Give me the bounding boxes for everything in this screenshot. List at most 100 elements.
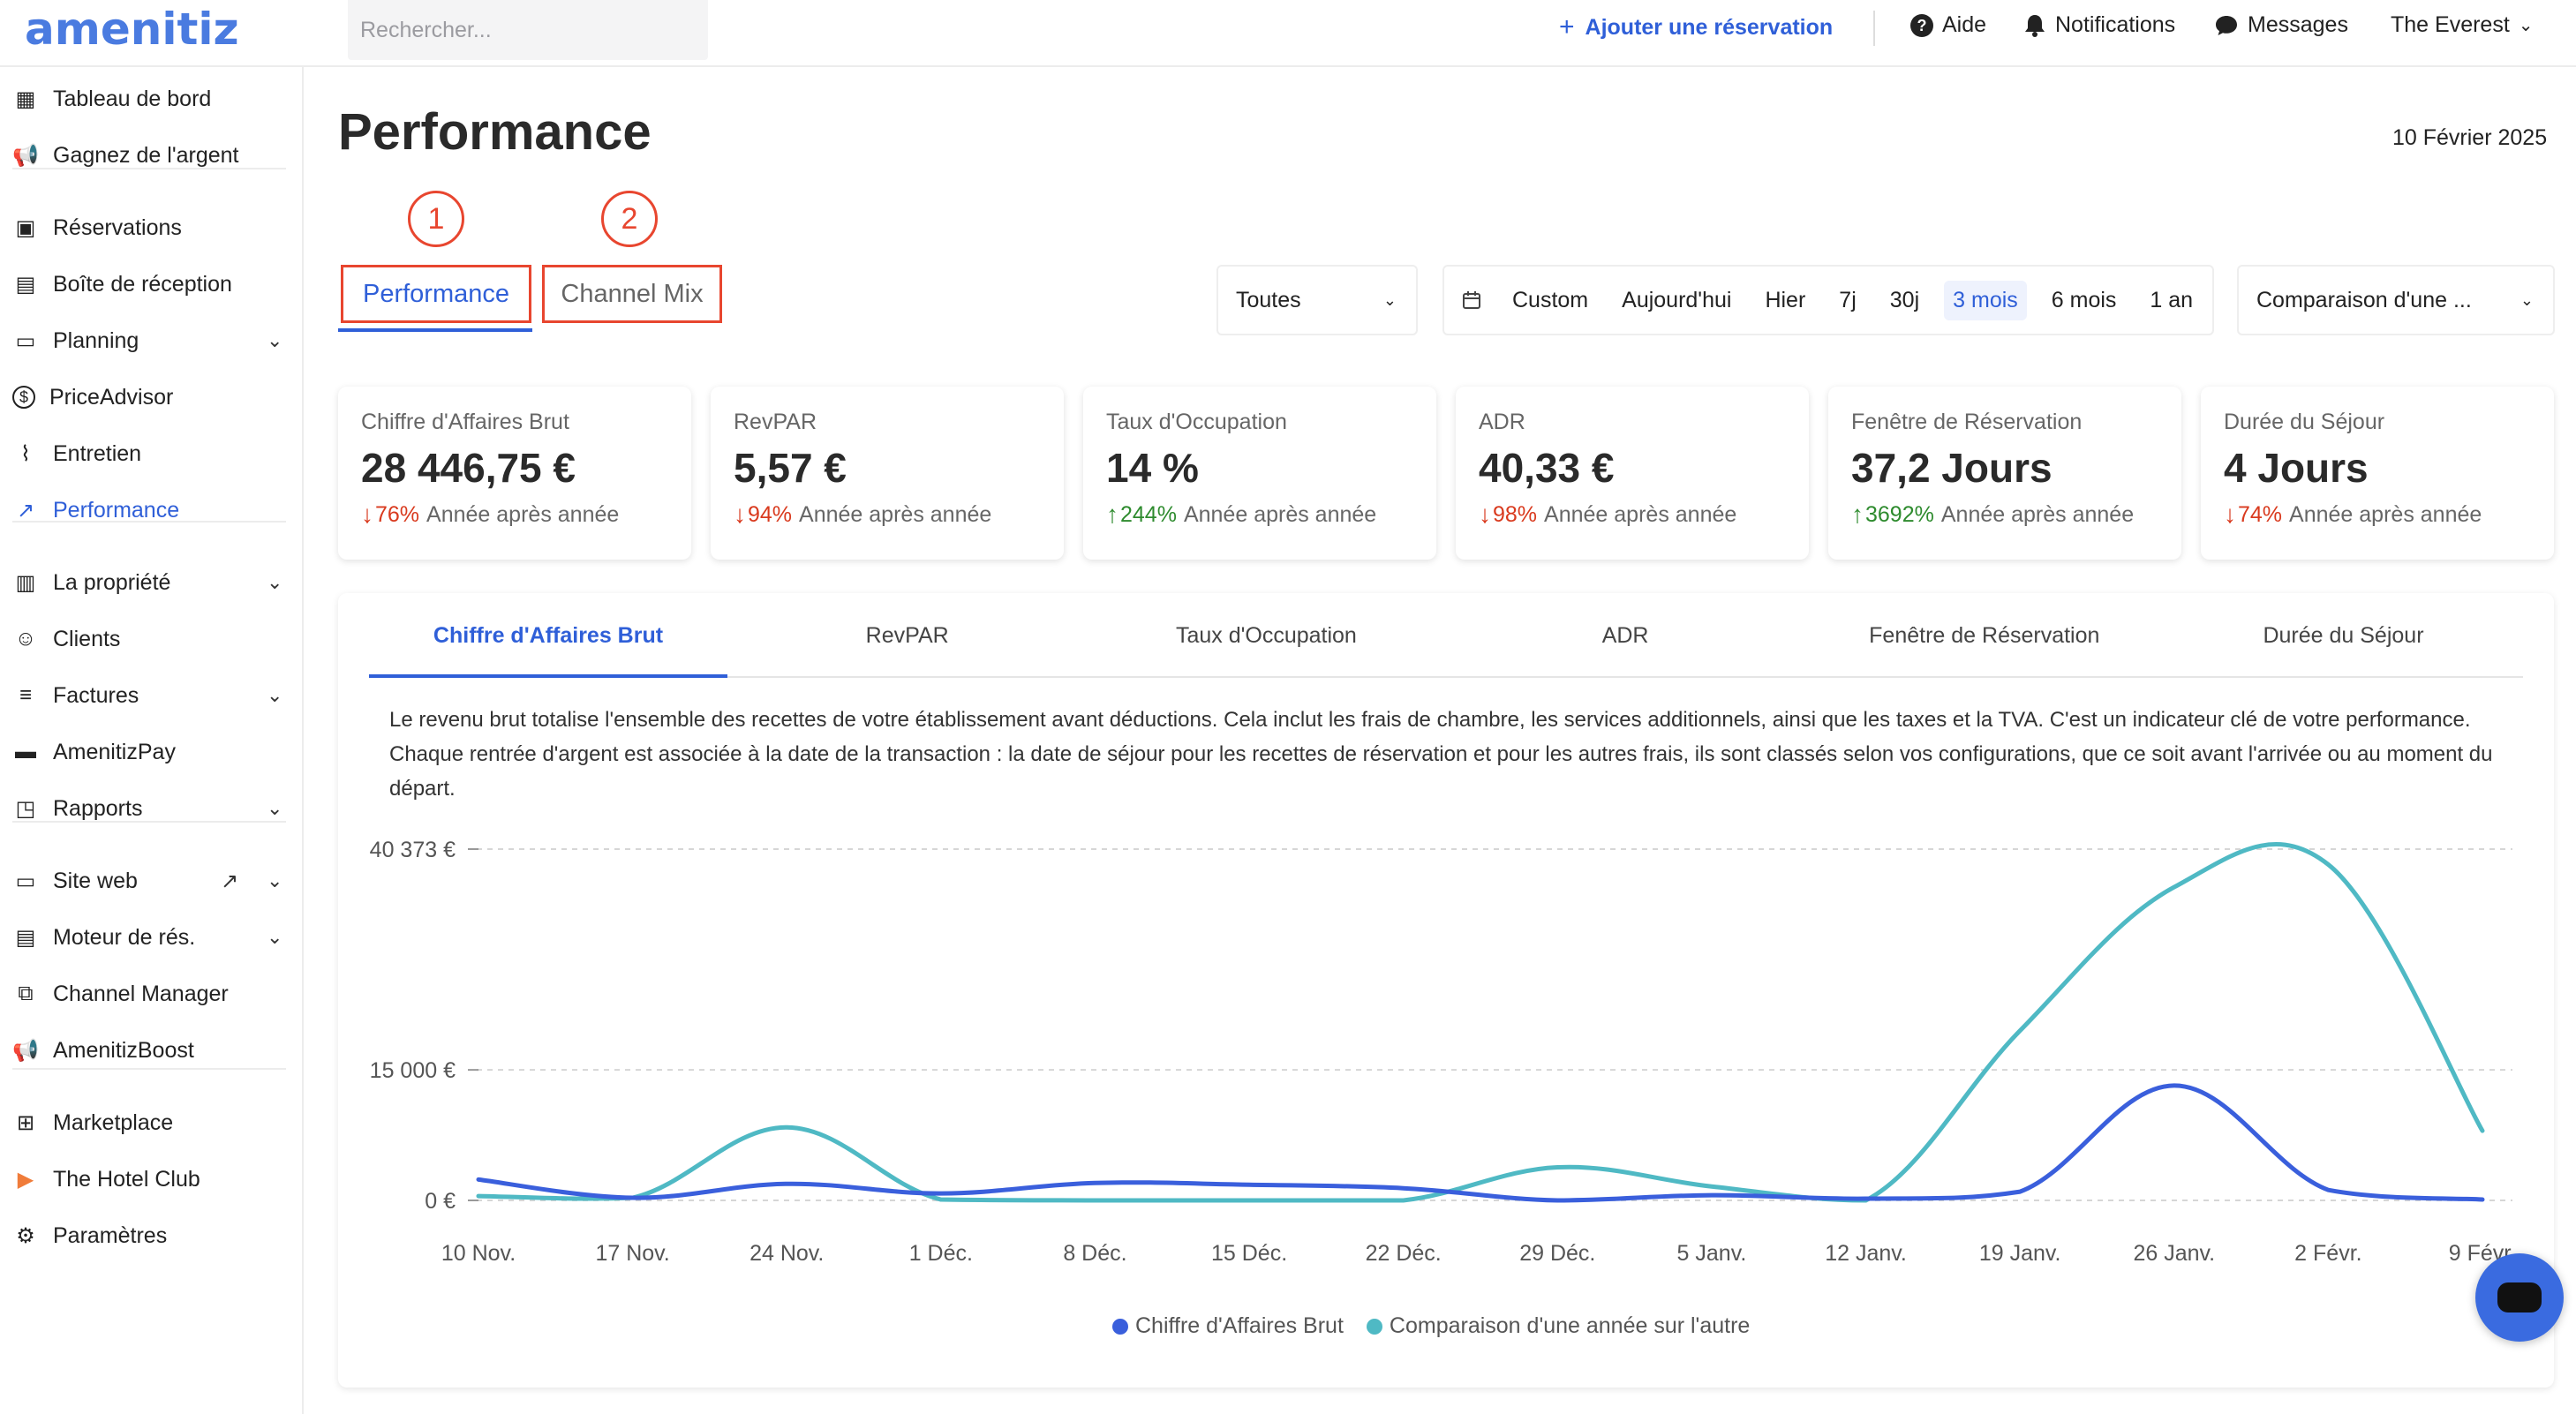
search-input[interactable] (348, 0, 708, 60)
notifications-button[interactable]: Notifications (2023, 12, 2175, 38)
kpi-card[interactable]: Durée du Séjour 4 Jours ↓ 74% Année après an… (2201, 387, 2554, 560)
sidebar-item-performance[interactable]: ↗ Performance (0, 485, 304, 535)
kpi-trend: ↓ 76% Année après année (361, 500, 668, 529)
chevron-down-icon[interactable]: ⌄ (267, 926, 283, 948)
data-point[interactable] (1706, 1189, 1718, 1201)
data-point[interactable] (1551, 1194, 1563, 1207)
sidebar-item-gagnez-de-l-argent[interactable]: 📢 Gagnez de l'argent (0, 131, 304, 180)
sidebar-item-rapports[interactable]: ◳ Rapports ⌄ (0, 784, 304, 833)
chart-tab-adr[interactable]: ADR (1601, 623, 1649, 648)
sidebar-item-amenitizpay[interactable]: ▬ AmenitizPay (0, 727, 304, 777)
data-point[interactable] (1088, 1177, 1101, 1189)
data-point[interactable] (2476, 1124, 2489, 1137)
data-point[interactable] (472, 1173, 485, 1185)
range-button-30j[interactable]: 30j (1889, 287, 1920, 312)
sidebar-item-planning[interactable]: ▭ Planning ⌄ (0, 316, 304, 365)
tab-channel-mix[interactable]: Channel Mix (542, 265, 722, 323)
data-point[interactable] (472, 1190, 485, 1202)
data-point[interactable] (2014, 1025, 2026, 1037)
sidebar-item-bo-te-de-r-ception[interactable]: ▤ Boîte de réception (0, 259, 304, 309)
data-point[interactable] (1243, 1178, 1255, 1191)
channel-select[interactable]: Toutes ⌄ (1216, 265, 1418, 335)
legend-dot-icon (1366, 1319, 1382, 1335)
calendar-icon: ▭ (15, 328, 36, 353)
range-button-aujourd-hui[interactable]: Aujourd'hui (1622, 287, 1732, 312)
range-button-hier[interactable]: Hier (1765, 287, 1806, 312)
data-point[interactable] (2322, 858, 2334, 870)
sidebar-item-the-hotel-club[interactable]: ▶ The Hotel Club (0, 1155, 304, 1204)
kpi-card[interactable]: Fenêtre de Réservation 37,2 Jours ↑ 3692% An… (1828, 387, 2181, 560)
search-box[interactable] (348, 0, 708, 60)
sidebar-divider (12, 821, 286, 823)
property-selector[interactable]: The Everest ⌄ (2391, 12, 2534, 38)
add-reservation-button[interactable]: + Ajouter une réservation (1559, 12, 1833, 42)
sidebar-item-priceadvisor[interactable]: $ PriceAdvisor (0, 372, 304, 422)
chevron-down-icon[interactable]: ⌄ (267, 329, 283, 351)
data-point[interactable] (1088, 1194, 1101, 1207)
legend-item-series-2[interactable]: Comparaison d'une année sur l'autre (1366, 1313, 1750, 1339)
chart-tab-revpar[interactable]: RevPAR (865, 623, 949, 648)
sidebar-item-entretien[interactable]: ⌇ Entretien (0, 429, 304, 478)
chevron-down-icon[interactable]: ⌄ (267, 571, 283, 593)
chevron-down-icon: ⌄ (1382, 290, 1397, 309)
range-button-7j[interactable]: 7j (1839, 287, 1857, 312)
sidebar-item-tableau-de-bord[interactable]: ▦ Tableau de bord (0, 74, 304, 124)
legend-item-series-1[interactable]: Chiffre d'Affaires Brut (1112, 1313, 1344, 1339)
kpi-card[interactable]: ADR 40,33 € ↓ 98% Année après année (1456, 387, 1809, 560)
chart-tab-chiffre-d-affaires-brut[interactable]: Chiffre d'Affaires Brut (433, 623, 664, 648)
range-button-custom[interactable]: Custom (1512, 287, 1589, 312)
data-point[interactable] (780, 1121, 793, 1133)
help-button[interactable]: ? Aide (1910, 12, 1986, 38)
help-icon: ? (1910, 13, 1933, 37)
data-point[interactable] (935, 1187, 947, 1200)
chevron-down-icon[interactable]: ⌄ (267, 684, 283, 706)
support-chat-button[interactable] (2475, 1253, 2564, 1342)
data-point[interactable] (2168, 1079, 2181, 1092)
external-link-icon[interactable]: ↗ (221, 869, 239, 893)
building-icon: ▥ (15, 570, 36, 595)
range-button-3-mois[interactable]: 3 mois (1944, 280, 2027, 320)
data-point[interactable] (627, 1192, 639, 1204)
sidebar-item-amenitizboost[interactable]: 📢 AmenitizBoost (0, 1026, 304, 1075)
data-point[interactable] (2168, 881, 2181, 893)
channel-select-value: Toutes (1236, 287, 1301, 312)
range-button-1-an[interactable]: 1 an (2150, 287, 2194, 312)
data-point[interactable] (2322, 1184, 2334, 1196)
sidebar-item-clients[interactable]: ☺ Clients (0, 614, 304, 664)
tab-performance[interactable]: Performance (341, 265, 531, 323)
kpi-card[interactable]: RevPAR 5,57 € ↓ 94% Année après année (711, 387, 1064, 560)
kpi-card[interactable]: Taux d'Occupation 14 % ↑ 244% Année après an… (1083, 387, 1436, 560)
kpi-card[interactable]: Chiffre d'Affaires Brut 28 446,75 € ↓ 76% An… (338, 387, 691, 560)
sidebar-item-r-servations[interactable]: ▣ Réservations (0, 203, 304, 252)
data-point[interactable] (1397, 1182, 1410, 1194)
chart-tab-fen-tre-de-r-servation[interactable]: Fenêtre de Réservation (1869, 623, 2100, 648)
data-point[interactable] (1860, 1192, 1872, 1205)
data-point[interactable] (2476, 1193, 2489, 1206)
data-point[interactable] (780, 1177, 793, 1190)
chevron-down-icon[interactable]: ⌄ (267, 869, 283, 891)
data-point[interactable] (2014, 1185, 2026, 1198)
inbox-icon: ▤ (15, 272, 36, 297)
sidebar-item-channel-manager[interactable]: ⧉ Channel Manager (0, 969, 304, 1019)
chart-tab-taux-d-occupation[interactable]: Taux d'Occupation (1175, 623, 1357, 648)
sidebar-item-moteur-de-r-s[interactable]: ▤ Moteur de rés. ⌄ (0, 913, 304, 962)
chevron-down-icon[interactable]: ⌄ (267, 797, 283, 819)
data-point[interactable] (1551, 1162, 1563, 1174)
sidebar-item-marketplace[interactable]: ⊞ Marketplace (0, 1098, 304, 1147)
kpi-trend: ↑ 3692% Année après année (1851, 500, 2158, 529)
trend-icon: ↗ (16, 498, 35, 523)
data-point[interactable] (1243, 1194, 1255, 1207)
sidebar-item-param-tres[interactable]: ⚙ Paramètres (0, 1211, 304, 1260)
sidebar-item-factures[interactable]: ≡ Factures ⌄ (0, 671, 304, 720)
sidebar-item-site-web[interactable]: ▭ Site web ⌄ ↗ (0, 856, 304, 906)
amenitiz-logo[interactable]: amenitiz (25, 4, 239, 55)
messages-button[interactable]: Messages (2214, 12, 2348, 38)
kpi-change-percent: 244% (1120, 501, 1177, 527)
x-tick-label: 10 Nov. (441, 1241, 516, 1266)
chart-tab-dur-e-du-s-jour[interactable]: Durée du Séjour (2263, 623, 2424, 648)
sidebar-item-label: Moteur de rés. (53, 924, 196, 950)
range-button-6-mois[interactable]: 6 mois (2051, 287, 2117, 312)
data-point[interactable] (1397, 1194, 1410, 1207)
sidebar-item-la-propri-t[interactable]: ▥ La propriété ⌄ (0, 558, 304, 607)
comparison-select[interactable]: Comparaison d'une ... ⌄ (2237, 265, 2555, 335)
